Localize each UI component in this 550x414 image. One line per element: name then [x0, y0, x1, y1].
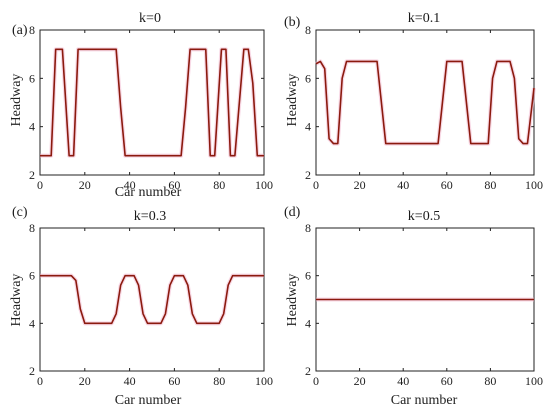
panel-c-y-tick-label: 2 — [29, 364, 35, 378]
panel-d-x-tick-label: 60 — [441, 374, 453, 388]
panel-a-x-tick-label: 20 — [79, 178, 91, 192]
panel-d-y-tick-label: 8 — [305, 221, 311, 235]
panel-a-title: k=0 — [139, 11, 161, 26]
panel-d-x-tick-label: 40 — [397, 374, 409, 388]
panel-b-x-tick-label: 80 — [484, 178, 496, 192]
panel-d-x-tick-label: 100 — [525, 374, 543, 388]
panel-c-letter: (c) — [12, 205, 28, 220]
panel-d-y-tick-label: 2 — [305, 364, 311, 378]
panel-a-y-tick-label: 2 — [29, 168, 35, 182]
panel-c-x-tick-label: 60 — [168, 374, 180, 388]
panel-b-y-tick-label: 8 — [305, 23, 311, 37]
panel-b-x-tick-label: 100 — [525, 178, 543, 192]
panel-c-x-tick-label: 0 — [37, 374, 43, 388]
panel-a-y-axis-label: Headway — [9, 74, 24, 127]
panel-c-headway-line — [40, 274, 264, 325]
panel-c-y-tick-label: 8 — [29, 221, 35, 235]
panel-b-x-tick-label: 20 — [354, 178, 366, 192]
panel-a-y-tick-label: 6 — [29, 71, 35, 85]
panel-c-plot-frame — [39, 227, 265, 372]
panel-c-x-tick-label: 100 — [255, 374, 273, 388]
panel-d-x-tick-label: 20 — [354, 374, 366, 388]
panel-a-plot-frame — [39, 29, 265, 176]
panel-b-headway-line — [315, 60, 535, 145]
panel-a: (a) k=0 Headway Car number 0 20 40 60 80 100 2… — [9, 11, 273, 200]
panel-c-title: k=0.3 — [134, 209, 166, 224]
panel-c-y-axis-label: Headway — [9, 274, 24, 327]
panel-d-x-tick-label: 80 — [484, 374, 496, 388]
panel-b-y-tick-label: 2 — [305, 168, 311, 182]
panel-a-x-tick-label: 0 — [37, 178, 43, 192]
panel-c-y-tick-label: 4 — [29, 316, 35, 330]
panel-b: (b) k=0.1 Headway 0 20 40 60 80 100 2 4 6 8 — [284, 11, 543, 192]
panel-b-x-tick-label: 0 — [313, 178, 319, 192]
panel-a-x-tick-label: 100 — [255, 178, 273, 192]
panel-d: (d) k=0.5 Headway Car number 0 20 40 60 80 10… — [284, 205, 543, 408]
panel-d-y-tick-label: 6 — [305, 269, 311, 283]
panel-c-x-tick-label: 80 — [213, 374, 225, 388]
panel-b-y-axis-label: Headway — [285, 74, 300, 127]
panel-a-x-tick-label: 40 — [124, 178, 136, 192]
panel-d-letter: (d) — [284, 205, 301, 220]
panel-a-headway-line — [40, 48, 264, 157]
panel-a-x-tick-label: 80 — [213, 178, 225, 192]
panel-b-plot-frame — [315, 29, 535, 176]
panel-a-x-axis-label: Car number — [115, 185, 182, 200]
panel-b-y-tick-label: 4 — [305, 120, 311, 134]
panel-a-y-tick-label: 4 — [29, 120, 35, 134]
panel-a-x-tick-label: 60 — [168, 178, 180, 192]
panel-a-y-tick-label: 8 — [29, 23, 35, 37]
panel-c-x-axis-label: Car number — [115, 393, 182, 408]
panel-d-x-tick-label: 0 — [313, 374, 319, 388]
panel-c-x-tick-label: 20 — [79, 374, 91, 388]
panel-c-y-tick-label: 6 — [29, 269, 35, 283]
panel-b-x-tick-label: 60 — [441, 178, 453, 192]
panel-b-y-tick-label: 6 — [305, 71, 311, 85]
panel-d-y-axis-label: Headway — [285, 274, 300, 327]
panel-d-y-tick-label: 4 — [305, 316, 311, 330]
panel-b-title: k=0.1 — [408, 11, 440, 26]
panel-d-x-axis-label: Car number — [391, 393, 458, 408]
panel-a-letter: (a) — [12, 23, 28, 38]
panel-c: (c) k=0.3 Headway Car number 0 20 40 60 80 10… — [9, 205, 273, 408]
panel-b-letter: (b) — [284, 15, 301, 30]
panel-c-x-tick-label: 40 — [124, 374, 136, 388]
panel-d-title: k=0.5 — [408, 209, 440, 224]
panel-b-x-tick-label: 40 — [397, 178, 409, 192]
panel-c-series-halo — [40, 273, 264, 326]
panel-b-series-halo — [315, 59, 536, 146]
